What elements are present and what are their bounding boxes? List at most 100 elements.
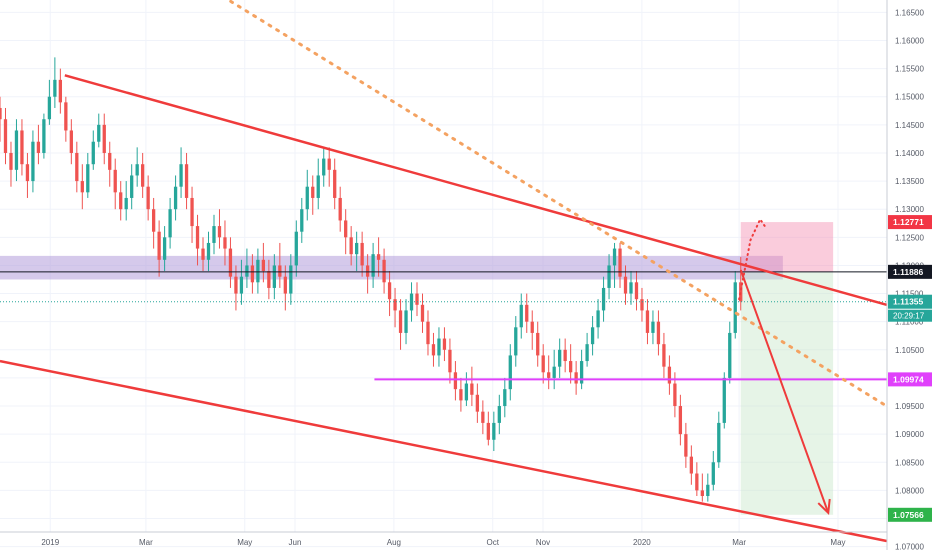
candle-body (311, 186, 315, 198)
candle-body (206, 242, 211, 260)
candle-body (382, 259, 386, 283)
y-tick-label: 1.12500 (895, 233, 924, 242)
candle-body (349, 237, 353, 255)
candle-body (629, 282, 633, 294)
channel-lower-line (0, 359, 887, 543)
candle-body (722, 377, 726, 423)
candle-body (579, 361, 584, 384)
candle-body (733, 282, 737, 333)
candle-body (612, 248, 617, 266)
candle-body (102, 124, 106, 153)
candle-body (623, 276, 628, 294)
candle-body (656, 321, 661, 345)
candle-body (141, 164, 145, 187)
x-tick-label: May (237, 538, 252, 547)
candle-body (119, 192, 123, 210)
time-axis: 2019 Mar May Jun Aug Oct Nov 2020 Mar May (0, 531, 887, 547)
candle-body (706, 484, 710, 497)
candle-body (601, 287, 606, 311)
trend-lines (0, 0, 889, 543)
candle-body (135, 164, 139, 176)
candle-body (151, 209, 156, 232)
candle-body (69, 130, 73, 153)
candle-body (20, 130, 24, 165)
take_profit_top-badge (888, 215, 932, 230)
x-tick-label: Mar (732, 538, 746, 547)
candle-body (239, 276, 244, 294)
candle-body (442, 338, 447, 350)
y-tick-label: 1.14000 (895, 149, 924, 158)
x-tick-label: Oct (487, 538, 500, 547)
candle-body (113, 169, 117, 193)
candle-body (31, 141, 35, 182)
resistance-zone (0, 255, 783, 280)
candle-body (497, 406, 501, 423)
candle-body (618, 248, 622, 277)
y-tick-label: 1.07000 (895, 543, 924, 550)
channel-upper-line (64, 74, 887, 307)
current-badge (888, 264, 932, 279)
candle-body (53, 79, 57, 97)
candle-body (645, 310, 650, 333)
candlestick-series (0, 57, 743, 502)
candle-body (250, 265, 255, 283)
candle-body (684, 434, 688, 457)
x-tick-label: Aug (387, 538, 401, 547)
candle-body (365, 265, 370, 277)
candle-body (667, 366, 672, 384)
candle-body (634, 282, 639, 300)
y-tick-label: 1.11500 (895, 290, 924, 299)
y-tick-label: 1.10500 (895, 346, 924, 355)
candle-body (662, 344, 666, 367)
candle-body (47, 96, 52, 120)
candle-body (486, 422, 490, 440)
candle-body (42, 119, 46, 153)
candle-body (333, 169, 337, 198)
candle-body (514, 327, 518, 356)
current-label: 1.11886 (893, 267, 924, 277)
candle-body (398, 310, 403, 333)
y-tick-label: 1.11000 (895, 318, 924, 327)
candle-body (344, 220, 348, 238)
candle-body (568, 361, 573, 373)
candle-body (322, 158, 326, 176)
candle-body (475, 394, 480, 412)
candle-body (700, 490, 704, 497)
x-tick-label: May (830, 538, 845, 547)
candle-body (80, 181, 84, 193)
x-tick-label: Nov (536, 538, 550, 547)
candle-body (256, 259, 260, 283)
candle-body (453, 372, 458, 390)
candle-body (245, 265, 249, 277)
y-tick-label: 1.08000 (895, 486, 924, 495)
candle-body (124, 197, 128, 210)
candle-body (420, 304, 425, 322)
candle-body (305, 186, 309, 210)
candle-body (36, 141, 41, 153)
candle-body (739, 282, 743, 302)
candle-body (448, 349, 452, 373)
candle-body (162, 237, 167, 260)
countdown-label: 20:29:17 (893, 312, 925, 321)
horizontal_level-badge (888, 372, 932, 387)
candle-body (470, 383, 474, 395)
candle-body (327, 158, 331, 170)
x-tick-label: 2020 (633, 538, 651, 547)
candle-body (558, 349, 562, 367)
last-label: 1.11355 (893, 297, 924, 307)
candle-body (338, 197, 342, 221)
candle-body (717, 422, 721, 463)
candle-body (437, 338, 441, 356)
projection-arrowhead (817, 498, 831, 516)
candle-body (387, 282, 392, 300)
candle-body (371, 254, 375, 277)
x-tick-label: Mar (139, 538, 153, 547)
candle-body (173, 186, 178, 210)
candle-body (711, 462, 715, 485)
y-tick-label: 1.13000 (895, 205, 924, 214)
candle-body (590, 327, 595, 345)
candle-body (201, 248, 205, 260)
candle-body (376, 254, 381, 260)
candle-body (536, 332, 540, 356)
